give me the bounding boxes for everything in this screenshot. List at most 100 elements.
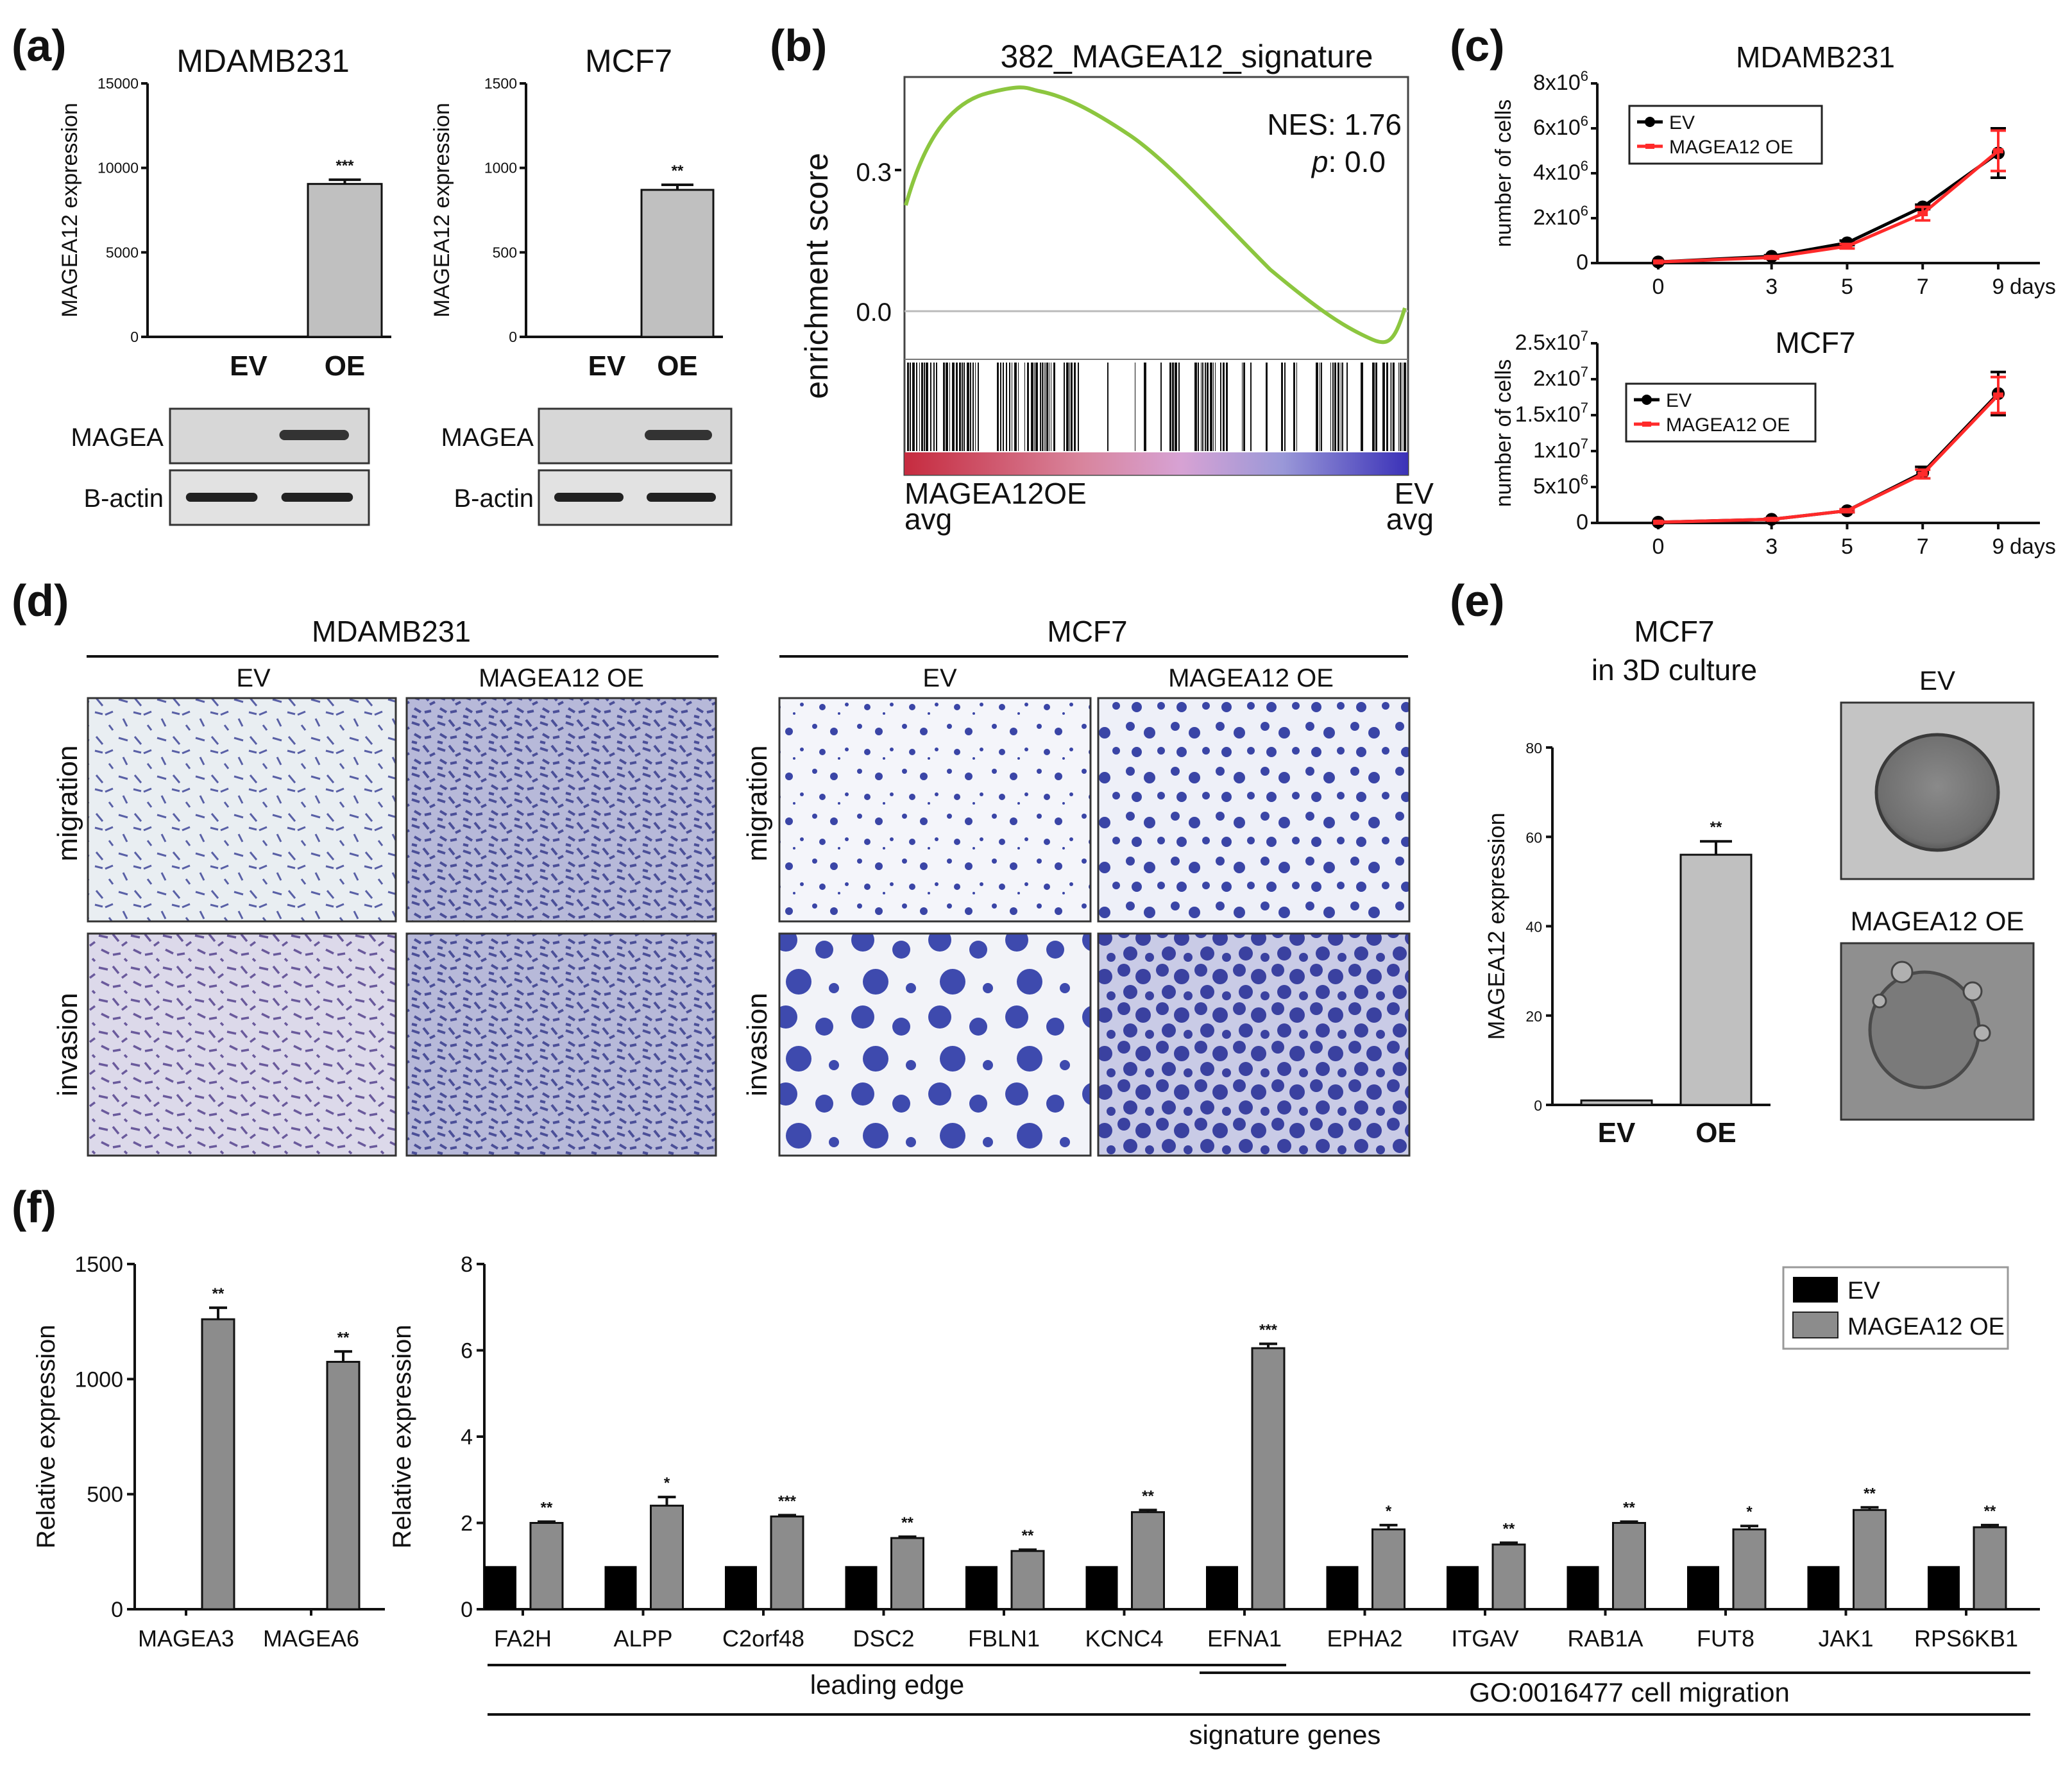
gsea-hit [1390,363,1391,451]
gsea-hit [1207,363,1209,451]
gsea-hit [1316,363,1318,451]
panel-d: MDAMB231 EV MAGEA12 OE migration invasio… [52,615,1411,1157]
a-chart-title: MCF7 [585,43,672,79]
gsea-hit [1144,363,1146,451]
gsea-right-sub: avg [1386,502,1434,536]
c-ytick-label: 1.5x107 [1515,400,1588,427]
f-right-bar-ev [1326,1566,1359,1609]
f-right-category-label: JAK1 [1818,1625,1873,1652]
f-legend-label-oe: MAGEA12 OE [1847,1313,2005,1340]
f-left-ytick-label: 1000 [74,1367,123,1392]
d-col-ev: EV [236,664,271,692]
a-ytick-label: 15000 [98,75,139,92]
gsea-ytick-1: 0.0 [856,298,892,327]
a-ylabel: MAGEA12 expression [58,103,82,318]
gsea-hit [1321,363,1322,451]
gsea-hit [1372,363,1375,451]
gsea-hit [1160,363,1162,451]
e-spheroid-ev [1874,733,2000,852]
f-right-category-label: FBLN1 [968,1625,1040,1652]
f-left-ytick-label: 500 [87,1483,123,1507]
f-legend-swatch-oe [1792,1312,1838,1338]
c-xtick-label: 7 [1917,275,1929,299]
f-right-bar-ev [1567,1566,1599,1609]
gsea-left-label: MAGEA12OE [904,477,1087,510]
gsea-hit [1332,363,1334,451]
c-legend-marker [1645,144,1654,149]
a-blot-label-magea: MAGEA [441,423,534,452]
c-legend-label: MAGEA12 OE [1669,137,1793,158]
gsea-p-symbol: p [1311,145,1329,178]
a-blot-label-magea: MAGEA [71,423,164,452]
gsea-hit [1027,363,1029,451]
gsea-hit [1404,363,1406,451]
gsea-title: 382_MAGEA12_signature [1001,38,1373,74]
f-right-category-label: EPHA2 [1327,1625,1402,1652]
c-point-oe [1842,243,1853,249]
gsea-hit [919,363,920,451]
gsea-hit [1386,363,1388,451]
c-ytick-label: 1x107 [1533,436,1588,463]
f-right-bar-oe [1853,1508,1887,1611]
c-ytick-exponent: 6 [1581,203,1588,219]
panel-label-d: (d) [12,576,69,626]
gsea-hit [1003,363,1004,451]
f-left-bar-oe [201,1318,235,1611]
gsea-hit [978,363,979,451]
gsea-hit [1034,363,1035,451]
f-right-bar-ev [1085,1566,1118,1609]
gsea-hit [1024,363,1025,451]
c-ytick-base: 2x10 [1533,366,1581,391]
c-ytick-label: 2.5x107 [1515,328,1588,355]
f-brackets: leading edge GO:0016477 cell migration s… [488,1664,2030,1750]
a-bar [640,189,715,338]
d-col-oe: MAGEA12 OE [1168,664,1334,692]
gsea-hit [1201,363,1202,451]
e-bar [1679,853,1753,1106]
gsea-hit [1071,363,1073,451]
f-right-ytick-label: 4 [461,1425,473,1449]
a-blot-band-actin-oe [647,493,716,502]
c-point-oe [1993,148,2003,153]
a-category-label: OE [657,350,698,382]
gsea-hit [970,363,971,451]
f-right-category-label: ALPP [613,1625,672,1652]
c-xtick-label: 5 [1841,534,1853,559]
panel-label-b: (b) [770,21,827,71]
f-right-significance: * [1386,1503,1392,1520]
c-ytick-exponent: 6 [1581,113,1588,129]
e-spheroid-oe-bud [1962,981,1983,1002]
f-right-ylabel: Relative expression [388,1324,416,1548]
gsea-hit [1045,363,1046,451]
gsea-hit [1382,363,1385,451]
f-bracket-signature-label: signature genes [1189,1720,1381,1750]
c-ytick-base: 2.5x10 [1515,330,1581,355]
e-title-1: MCF7 [1634,615,1714,648]
f-right-bar-ev [845,1566,878,1609]
e-bar [1580,1099,1653,1106]
gsea-hit [910,363,911,451]
panel-label-e: (e) [1450,576,1505,626]
f-right-bar-oe [529,1522,564,1611]
c-legend-label: MAGEA12 OE [1666,414,1790,436]
c-x-unit: days [2010,534,2056,559]
e-category-label: OE [1695,1117,1737,1149]
gsea-hit [964,363,965,451]
c-series-line-ev [1658,151,2000,264]
f-right-bar-oe [1010,1550,1045,1611]
gsea-hit [1031,363,1033,451]
c-ytick-exponent: 7 [1581,328,1588,344]
gsea-hit [1198,363,1199,451]
f-right-bar-ev [1807,1566,1840,1609]
gsea-hit [907,363,909,451]
f-right-bar-oe [1973,1526,2007,1611]
a-ylabel: MAGEA12 expression [430,103,454,318]
f-right-bar-ev [1447,1566,1479,1609]
gsea-right-label: EV [1395,477,1434,510]
f-right-category-label: RAB1A [1567,1625,1643,1652]
a-ytick-label: 5000 [106,244,139,261]
gsea-hit [1284,363,1286,451]
f-right-bar-ev [965,1566,998,1609]
c-ytick-base: 2x10 [1533,205,1581,230]
